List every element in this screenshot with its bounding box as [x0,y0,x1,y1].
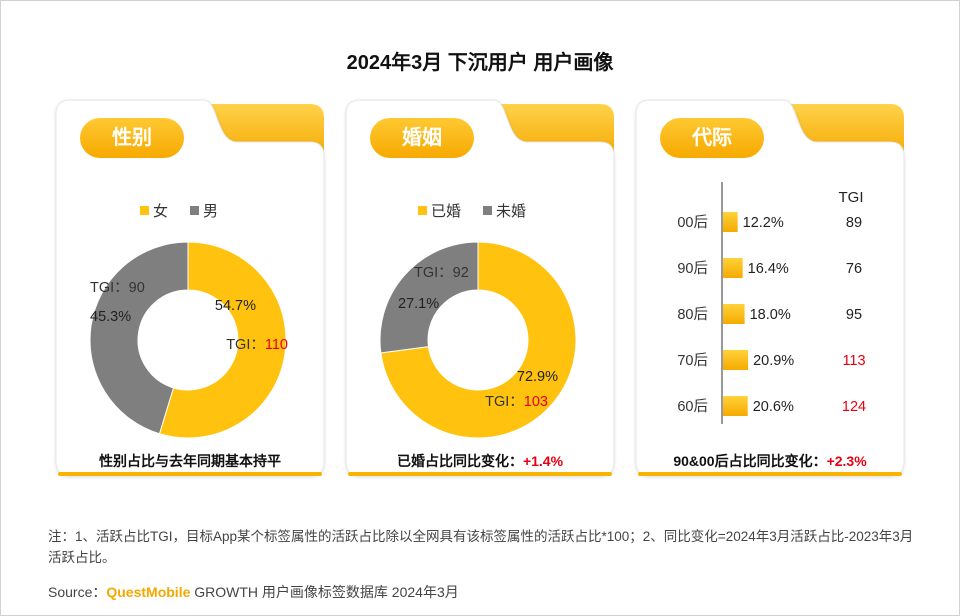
legend-label-single: 未婚 [496,203,527,220]
bar-70后 [723,350,749,370]
bar-00后 [723,212,738,232]
footer-gender-text: 性别占比与去年同期基本持平 [99,453,281,469]
category-label: 90后 [677,260,708,277]
source-rest: GROWTH 用户画像标签数据库 2024年3月 [190,584,459,600]
slice-tgi-label: TGI：110 [226,337,288,353]
legend-item-single: 未婚 [483,200,526,221]
page-title: 2024年3月 下沉用户 用户画像 [346,52,614,74]
tgi-header: TGI [839,189,864,206]
slice-value-label: 72.9% [517,369,558,385]
donut-slice-女 [158,241,287,439]
panel-title-marriage: 婚姻 [402,127,442,149]
slice-tgi-label: TGI：103 [485,394,548,410]
slice-value-label: 54.7% [215,298,256,314]
footnote: 注：1、活跃占比TGI，目标App某个标签属性的活跃占比除以全网具有该标签属性的… [48,529,914,565]
category-label: 00后 [677,214,708,231]
bar-value-label: 20.6% [753,399,794,415]
bar-tgi-value: 95 [846,307,862,323]
legend-label-married: 已婚 [431,203,462,220]
category-label: 80后 [677,306,708,323]
slice-value-label: 27.1% [398,296,439,312]
legend-gender: 女 男 [140,200,218,221]
bar-value-label: 12.2% [743,215,784,231]
donut-slice-已婚 [380,241,577,439]
bar-tgi-value: 76 [846,261,862,277]
marriage-donut-chart: 72.9% TGI：103 27.1% TGI：92 [379,241,577,439]
legend-label-female: 女 [153,203,169,220]
slice-value-label: 45.3% [90,309,131,325]
source-line: Source：QuestMobile GROWTH 用户画像标签数据库 2024… [48,582,459,602]
legend-item-male: 男 [190,200,218,221]
bar-value-label: 18.0% [750,307,791,323]
footer-generation: 90&00后占比同比变化：+2.3% [636,451,904,471]
bar-tgi-value: 113 [842,353,865,369]
legend-marriage: 已婚 未婚 [418,200,526,221]
bar-tgi-value: 89 [846,215,862,231]
footer-gender: 性别占比与去年同期基本持平 [56,451,324,471]
gender-donut-chart: 54.7% TGI：110 45.3% TGI：90 [89,241,288,439]
legend-item-female: 女 [140,200,168,221]
donut-slice-男 [89,241,189,435]
bar-tgi-value: 124 [842,399,866,415]
donut-slice-未婚 [379,241,479,354]
bar-80后 [723,304,745,324]
panel-title-gender: 性别 [112,127,152,149]
slice-tgi-label: TGI：92 [414,265,469,281]
slice-tgi-label: TGI：90 [90,280,145,296]
bar-90后 [723,258,743,278]
footer-marriage-text: 已婚占比同比变化： [396,453,523,469]
bar-value-label: 20.9% [753,353,794,369]
source-prefix: Source： [48,584,107,600]
footer-generation-text: 90&00后占比同比变化： [673,453,827,469]
panel-title-generation: 代际 [692,127,732,149]
source-brand: QuestMobile [106,584,191,600]
footer-marriage: 已婚占比同比变化：+1.4% [346,451,614,471]
generation-bar-chart: TGI 00后 12.2% 89 90后 16.4% 76 80后 18.0% 95 70后 20.9… [677,182,866,424]
legend-item-married: 已婚 [418,200,461,221]
footer-generation-highlight: +2.3% [826,453,867,469]
category-label: 70后 [677,352,708,369]
footer-marriage-highlight: +1.4% [522,453,564,469]
category-label: 60后 [677,398,708,415]
legend-label-male: 男 [203,203,219,220]
bar-60后 [723,396,748,416]
bar-value-label: 16.4% [748,261,789,277]
